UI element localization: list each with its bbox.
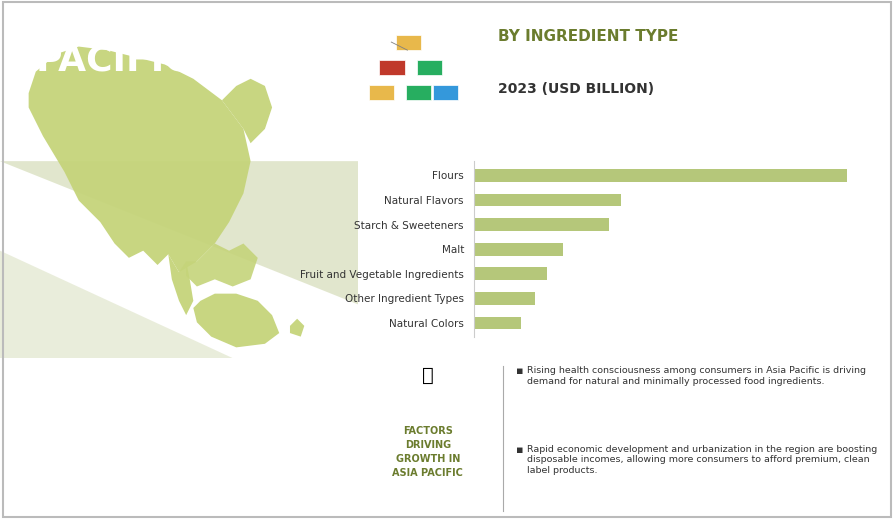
FancyBboxPatch shape bbox=[97, 409, 111, 477]
Text: Australia & New
Zealand: Australia & New Zealand bbox=[221, 446, 316, 469]
Polygon shape bbox=[186, 243, 257, 286]
Text: 2023 (USD BILLION): 2023 (USD BILLION) bbox=[497, 83, 653, 97]
FancyBboxPatch shape bbox=[406, 86, 431, 100]
Bar bbox=[474, 267, 546, 280]
Text: ASIA
PACIFIC: ASIA PACIFIC bbox=[36, 11, 191, 77]
FancyBboxPatch shape bbox=[433, 86, 458, 100]
Bar bbox=[474, 194, 620, 207]
Text: FACTORS
DRIVING
GROWTH IN
ASIA PACIFIC: FACTORS DRIVING GROWTH IN ASIA PACIFIC bbox=[392, 426, 463, 477]
Text: Rapid economic development and urbanization in the region are boosting disposabl: Rapid economic development and urbanizat… bbox=[527, 445, 876, 475]
Bar bbox=[474, 243, 562, 255]
FancyBboxPatch shape bbox=[43, 409, 57, 439]
Bar bbox=[474, 292, 534, 305]
FancyBboxPatch shape bbox=[395, 35, 420, 50]
FancyBboxPatch shape bbox=[379, 60, 404, 75]
Text: ▪: ▪ bbox=[516, 445, 523, 455]
Polygon shape bbox=[222, 79, 272, 143]
Text: FASTEST-GROWING
MARKET IN THE REGION: FASTEST-GROWING MARKET IN THE REGION bbox=[223, 484, 314, 503]
Polygon shape bbox=[290, 319, 304, 337]
Text: 🏃: 🏃 bbox=[262, 374, 274, 394]
Polygon shape bbox=[29, 47, 250, 272]
Bar bbox=[474, 169, 847, 182]
Text: ▪: ▪ bbox=[516, 366, 523, 376]
FancyBboxPatch shape bbox=[61, 409, 75, 452]
Polygon shape bbox=[0, 251, 232, 358]
Text: Rising health consciousness among consumers in Asia Pacific is driving demand fo: Rising health consciousness among consum… bbox=[527, 366, 865, 386]
FancyBboxPatch shape bbox=[368, 86, 393, 100]
Polygon shape bbox=[0, 161, 358, 304]
FancyBboxPatch shape bbox=[417, 60, 442, 75]
Polygon shape bbox=[168, 254, 193, 315]
FancyBboxPatch shape bbox=[79, 409, 93, 465]
Text: CAGR (2024-2029): CAGR (2024-2029) bbox=[47, 474, 131, 483]
Text: BY INGREDIENT TYPE: BY INGREDIENT TYPE bbox=[497, 29, 678, 44]
Polygon shape bbox=[193, 294, 279, 347]
Bar bbox=[474, 317, 520, 330]
Text: 📈: 📈 bbox=[421, 366, 434, 385]
Bar bbox=[474, 218, 609, 231]
Text: HIGHEST: HIGHEST bbox=[48, 446, 131, 465]
